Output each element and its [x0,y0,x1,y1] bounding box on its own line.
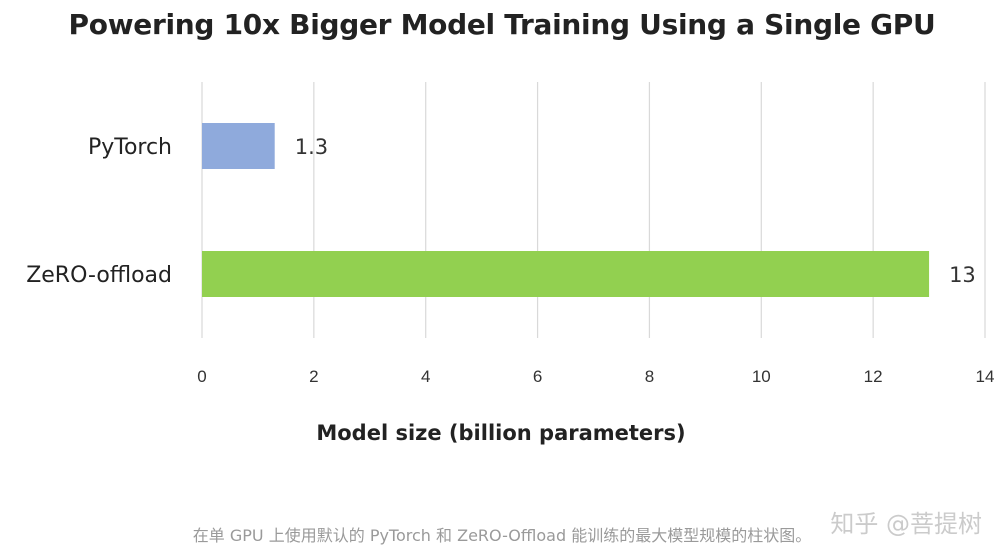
bar-chart: PyTorch ZeRO-offload 1.3 13 0 2 4 6 8 10 12 14 Mo… [26,82,994,445]
bar-zero-offload [202,251,930,297]
category-label: ZeRO-offload [26,263,172,288]
x-axis-title: Model size (billion parameters) [316,421,685,445]
category-label: PyTorch [88,135,172,160]
x-tick-label: 12 [864,367,883,386]
x-tick-label: 14 [976,367,995,386]
x-tick-label: 0 [197,367,206,386]
x-tick-label: 8 [645,367,654,386]
data-labels: 1.3 13 [295,135,976,287]
watermark: 知乎 @菩提树 [830,510,982,538]
data-label: 13 [949,263,976,287]
bars [202,123,930,297]
category-labels: PyTorch ZeRO-offload [26,135,172,288]
data-label: 1.3 [295,135,328,159]
x-tick-label: 2 [309,367,318,386]
x-tick-label: 6 [533,367,542,386]
figure-caption: 在单 GPU 上使用默认的 PyTorch 和 ZeRO-Offload 能训练… [192,526,812,545]
gridlines [201,82,986,338]
bar-pytorch [202,123,275,169]
x-tick-label: 4 [421,367,430,386]
chart-title: Powering 10x Bigger Model Training Using… [68,8,936,41]
x-axis-ticks: 0 2 4 6 8 10 12 14 [197,367,994,386]
x-tick-label: 10 [752,367,771,386]
